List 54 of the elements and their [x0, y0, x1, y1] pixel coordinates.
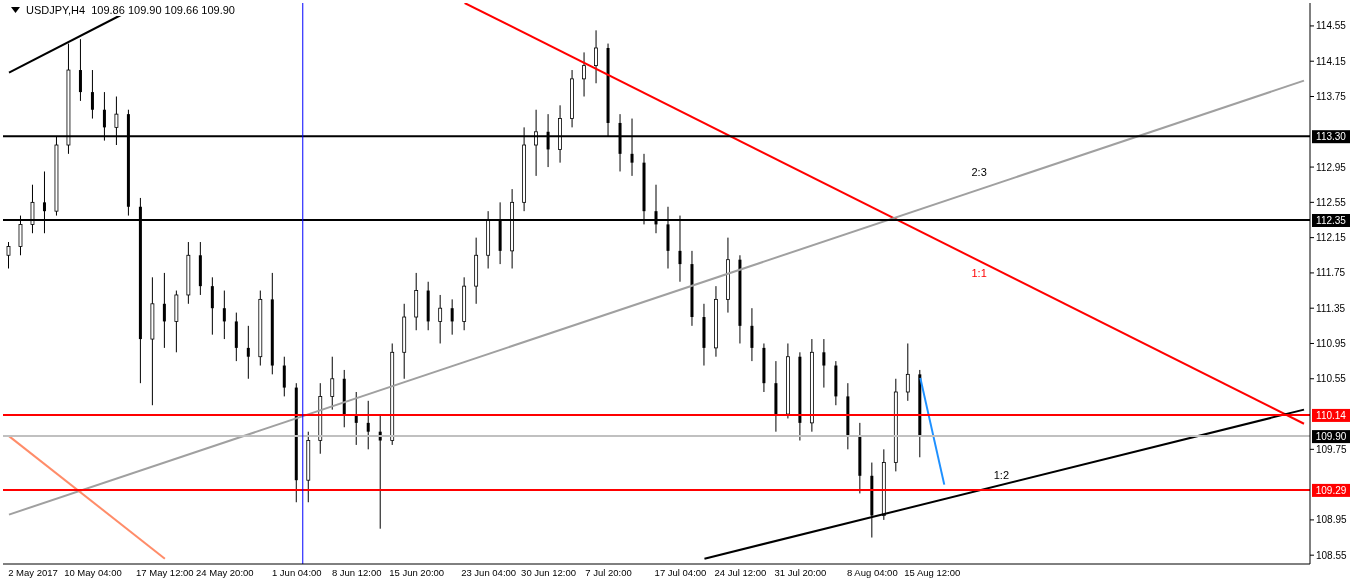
- y-tick-label: 111.75: [1316, 267, 1346, 279]
- x-tick-label: 24 Jul 12:00: [714, 566, 767, 578]
- x-tick-label: 7 Jul 20:00: [585, 566, 632, 578]
- x-tick-label: 15 Aug 12:00: [904, 566, 961, 578]
- y-tick-label: 114.55: [1316, 20, 1347, 32]
- y-tick-label: 110.95: [1316, 338, 1347, 350]
- ref-line-label: 110.14: [1316, 409, 1347, 421]
- ref-line-label: 109.29: [1315, 484, 1347, 496]
- candlestick: [210, 276, 214, 336]
- candlestick: [78, 38, 82, 102]
- candlestick: [582, 51, 586, 97]
- y-tick-label: 108.55: [1316, 549, 1348, 561]
- ref-line-label: 113.30: [1316, 131, 1347, 143]
- candlestick: [594, 29, 598, 84]
- y-tick-label: 109.75: [1316, 443, 1348, 455]
- x-tick-label: 1 Jun 04:00: [271, 566, 322, 578]
- y-tick-label: 110.55: [1316, 373, 1347, 385]
- candlestick: [222, 290, 226, 340]
- x-tick-label: 10 May 04:00: [64, 566, 122, 578]
- candlestick: [282, 356, 286, 397]
- candlestick: [822, 338, 826, 389]
- candlestick: [366, 400, 370, 450]
- x-tick-label: 30 Jun 12:00: [521, 566, 577, 578]
- ref-line-label: 109.90: [1315, 431, 1347, 443]
- ref-line-label: 112.35: [1316, 214, 1347, 226]
- candlestick: [6, 241, 11, 269]
- y-tick-label: 113.75: [1316, 91, 1347, 103]
- y-tick-label: 112.55: [1316, 196, 1347, 208]
- y-tick-label: 112.15: [1316, 232, 1347, 244]
- annotation: 1:1: [971, 266, 987, 279]
- candlestick: [330, 356, 335, 411]
- y-tick-label: 108.95: [1316, 514, 1348, 526]
- x-tick-label: 31 Jul 20:00: [774, 566, 827, 578]
- candlestick: [905, 342, 910, 402]
- y-tick-label: 114.15: [1316, 55, 1347, 67]
- chart-title: USDJPY,H4 109.86 109.90 109.66 109.90: [26, 4, 235, 16]
- y-tick-label: 111.35: [1316, 302, 1346, 314]
- x-tick-label: 17 Jul 04:00: [654, 566, 707, 578]
- x-tick-label: 8 Aug 04:00: [846, 566, 898, 578]
- candlestick: [750, 307, 754, 362]
- candlestick: [450, 298, 454, 336]
- candlestick: [246, 325, 250, 380]
- y-tick-label: 112.95: [1316, 161, 1347, 173]
- annotation: 1:2: [993, 468, 1009, 481]
- x-tick-label: 2 May 2017: [8, 566, 58, 578]
- candlestick: [90, 69, 94, 120]
- x-tick-label: 24 May 20:00: [196, 566, 254, 578]
- x-tick-label: 17 May 12:00: [136, 566, 194, 578]
- x-tick-label: 8 Jun 12:00: [331, 566, 382, 578]
- annotation: 2:3: [971, 165, 987, 178]
- candlestick: [438, 294, 443, 344]
- x-tick-label: 23 Jun 04:00: [461, 566, 517, 578]
- x-tick-label: 15 Jun 20:00: [389, 566, 445, 578]
- candlestick: [162, 272, 166, 349]
